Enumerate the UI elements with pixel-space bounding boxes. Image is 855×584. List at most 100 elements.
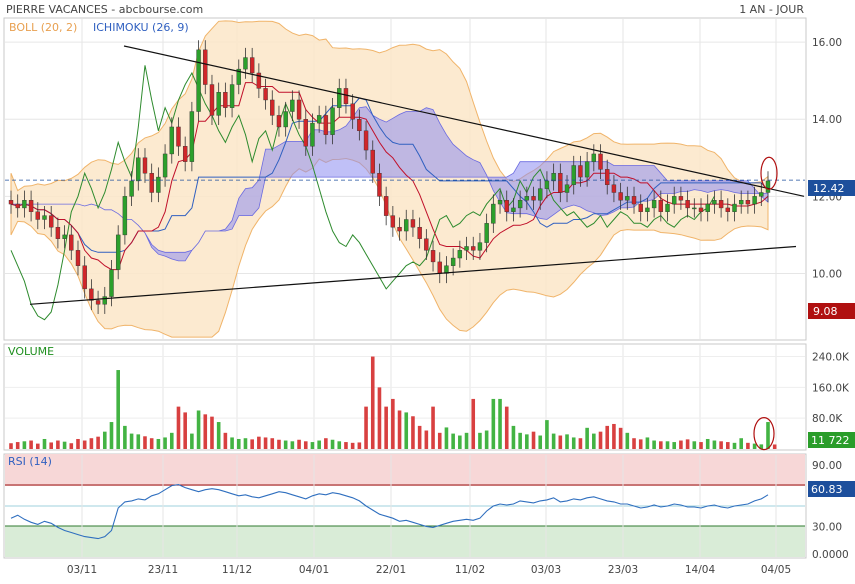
- volume-bar: [391, 398, 395, 449]
- volume-bar: [531, 431, 536, 449]
- candle-body: [504, 200, 509, 212]
- x-tick-label: 04/05: [761, 564, 791, 576]
- volume-bar: [223, 432, 228, 449]
- candle-body: [182, 146, 188, 162]
- volume-bar: [705, 438, 710, 449]
- candle-body: [618, 192, 623, 201]
- volume-bar: [357, 442, 362, 449]
- volume-bar: [257, 436, 261, 449]
- candle-body: [290, 99, 295, 112]
- volume-bar: [143, 436, 147, 449]
- candle-body: [524, 196, 530, 201]
- volume-bar: [243, 438, 248, 449]
- resistance-trendline: [123, 45, 805, 197]
- candle-body: [102, 296, 107, 305]
- volume-bar: [652, 440, 656, 449]
- candle-body: [35, 211, 40, 220]
- candle-body: [55, 226, 61, 239]
- volume-bar: [190, 433, 194, 449]
- volume-bar: [277, 439, 281, 449]
- volume-bar: [464, 432, 469, 449]
- candle-body: [310, 122, 315, 147]
- candle-body: [276, 115, 282, 128]
- volume-bar: [270, 438, 275, 449]
- candle-body: [256, 72, 262, 89]
- volume-bar: [679, 440, 683, 449]
- volume-bar: [538, 435, 543, 449]
- volume-bar: [377, 387, 382, 449]
- volume-bar: [471, 398, 476, 449]
- candle-body: [698, 207, 704, 212]
- candle-body: [270, 99, 275, 116]
- candle-body: [28, 200, 34, 212]
- candle-body: [745, 200, 751, 205]
- candle-body: [718, 200, 724, 209]
- volume-bar: [370, 356, 375, 449]
- rsi-panel-label: RSI (14): [8, 455, 52, 468]
- candle-body: [296, 99, 302, 120]
- legend-ichimoku: ICHIMOKU (26, 9): [93, 21, 189, 34]
- volume-bar: [196, 410, 201, 449]
- volume-bar: [612, 423, 616, 449]
- rsi-overbought-zone: [5, 454, 805, 486]
- candle-body: [404, 219, 409, 232]
- volume-bar: [56, 440, 60, 449]
- candle-body: [156, 176, 161, 193]
- candle-body: [115, 234, 121, 270]
- volume-bar: [578, 438, 583, 449]
- candle-body: [457, 250, 463, 259]
- candle-body: [538, 188, 543, 201]
- ichimoku-chikou-line: [10, 65, 715, 321]
- candle-body: [129, 180, 134, 197]
- candle-body: [685, 200, 690, 209]
- volume-bar: [759, 444, 764, 449]
- volume-bar: [565, 434, 569, 449]
- volume-bar: [297, 439, 301, 449]
- volume-bar: [772, 444, 777, 449]
- volume-bar: [632, 438, 636, 449]
- volume-bar: [592, 433, 596, 449]
- volume-bar: [76, 438, 80, 449]
- volume-bar: [484, 430, 489, 449]
- volume-bar: [766, 422, 770, 449]
- volume-bar: [545, 420, 549, 449]
- candle-body: [149, 173, 154, 193]
- candle-body: [410, 219, 416, 228]
- x-tick-label: 23/03: [608, 564, 638, 576]
- volume-bar: [498, 398, 502, 449]
- candle-body: [665, 203, 670, 212]
- volume-bar: [692, 441, 697, 449]
- volume-bar: [69, 443, 74, 449]
- volume-bar: [210, 416, 214, 449]
- volume-bar: [665, 441, 670, 449]
- candle-body: [578, 165, 583, 178]
- candle-body: [22, 200, 27, 209]
- volume-bar: [478, 432, 482, 449]
- volume-bar: [22, 441, 27, 449]
- candle-body: [69, 234, 74, 251]
- volume-bar: [116, 370, 120, 449]
- candle-body: [323, 115, 329, 135]
- candle-body: [62, 234, 67, 239]
- volume-bar: [625, 432, 630, 449]
- volume-bar: [9, 443, 13, 449]
- period-label: 1 AN - JOUR: [739, 3, 804, 16]
- candle-body: [437, 261, 442, 274]
- volume-bar: [739, 438, 744, 449]
- candle-body: [732, 203, 737, 212]
- volume-bar: [263, 437, 268, 449]
- volume-bar: [672, 442, 677, 449]
- candle-body: [752, 196, 757, 205]
- candle-body: [377, 173, 382, 197]
- volume-bar: [384, 406, 388, 449]
- candle-body: [678, 196, 684, 201]
- volume-tick-label: 160.0K: [812, 382, 850, 394]
- volume-bar: [712, 440, 717, 449]
- volume-bar: [310, 442, 315, 449]
- last-price-badge-text: 12.42: [813, 182, 845, 195]
- volume-bar: [169, 432, 174, 449]
- candle-body: [196, 49, 201, 112]
- volume-bar: [324, 438, 328, 449]
- candle-body: [397, 226, 402, 232]
